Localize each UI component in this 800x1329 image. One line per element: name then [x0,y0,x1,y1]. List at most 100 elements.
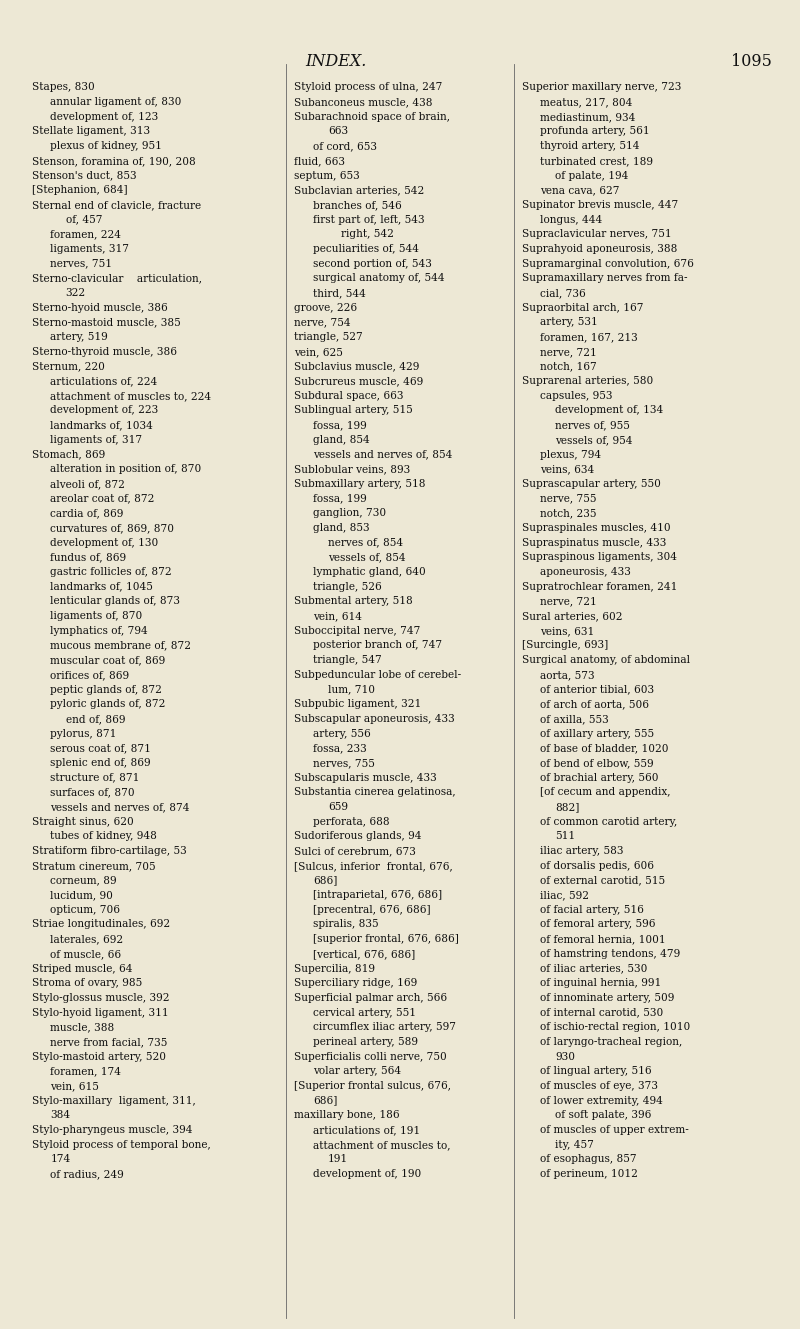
Text: nerves of, 854: nerves of, 854 [328,538,403,548]
Text: Stratiform fibro-cartilage, 53: Stratiform fibro-cartilage, 53 [32,847,186,856]
Text: [superior frontal, 676, 686]: [superior frontal, 676, 686] [313,934,458,944]
Text: nerve, 754: nerve, 754 [294,318,351,327]
Text: ligaments of, 317: ligaments of, 317 [50,435,142,445]
Text: serous coat of, 871: serous coat of, 871 [50,743,151,754]
Text: opticum, 706: opticum, 706 [50,905,121,914]
Text: of arch of aorta, 506: of arch of aorta, 506 [540,699,649,710]
Text: cervical artery, 551: cervical artery, 551 [313,1007,416,1018]
Text: maxillary bone, 186: maxillary bone, 186 [294,1111,400,1120]
Text: of femoral hernia, 1001: of femoral hernia, 1001 [540,934,666,944]
Text: right, 542: right, 542 [341,230,394,239]
Text: pylorus, 871: pylorus, 871 [50,728,117,739]
Text: of radius, 249: of radius, 249 [50,1170,124,1179]
Text: Subscapular aponeurosis, 433: Subscapular aponeurosis, 433 [294,714,455,724]
Text: Supraspinatus muscle, 433: Supraspinatus muscle, 433 [522,538,666,548]
Text: profunda artery, 561: profunda artery, 561 [540,126,650,137]
Text: groove, 226: groove, 226 [294,303,358,312]
Text: vein, 625: vein, 625 [294,347,343,356]
Text: of, 457: of, 457 [66,214,102,225]
Text: Suprascapular artery, 550: Suprascapular artery, 550 [522,478,661,489]
Text: [precentral, 676, 686]: [precentral, 676, 686] [313,905,430,914]
Text: iliac, 592: iliac, 592 [540,890,589,900]
Text: alveoli of, 872: alveoli of, 872 [50,478,126,489]
Text: aponeurosis, 433: aponeurosis, 433 [540,567,631,577]
Text: of internal carotid, 530: of internal carotid, 530 [540,1007,663,1018]
Text: perforata, 688: perforata, 688 [313,817,390,827]
Text: tubes of kidney, 948: tubes of kidney, 948 [50,832,158,841]
Text: nerves of, 955: nerves of, 955 [555,420,630,431]
Text: [intraparietal, 676, 686]: [intraparietal, 676, 686] [313,890,442,900]
Text: Subanconeus muscle, 438: Subanconeus muscle, 438 [294,97,433,108]
Text: of esophagus, 857: of esophagus, 857 [540,1155,637,1164]
Text: artery, 519: artery, 519 [50,332,108,342]
Text: Subscapularis muscle, 433: Subscapularis muscle, 433 [294,772,437,783]
Text: 686]: 686] [313,876,337,885]
Text: of anterior tibial, 603: of anterior tibial, 603 [540,684,654,695]
Text: Sternum, 220: Sternum, 220 [32,361,105,371]
Text: triangle, 526: triangle, 526 [313,582,382,591]
Text: Stylo-mastoid artery, 520: Stylo-mastoid artery, 520 [32,1051,166,1062]
Text: development of, 134: development of, 134 [555,405,663,416]
Text: posterior branch of, 747: posterior branch of, 747 [313,641,442,650]
Text: [Sulcus, inferior  frontal, 676,: [Sulcus, inferior frontal, 676, [294,861,453,870]
Text: peculiarities of, 544: peculiarities of, 544 [313,245,419,254]
Text: Subarachnoid space of brain,: Subarachnoid space of brain, [294,112,450,122]
Text: of lingual artery, 516: of lingual artery, 516 [540,1066,652,1076]
Text: annular ligament of, 830: annular ligament of, 830 [50,97,182,108]
Text: articulations of, 191: articulations of, 191 [313,1126,420,1135]
Text: veins, 634: veins, 634 [540,464,594,474]
Text: ganglion, 730: ganglion, 730 [313,508,386,518]
Text: Subpeduncular lobe of cerebel-: Subpeduncular lobe of cerebel- [294,670,462,680]
Text: Superficial palmar arch, 566: Superficial palmar arch, 566 [294,993,447,1003]
Text: nerves, 751: nerves, 751 [50,259,112,268]
Text: alteration in position of, 870: alteration in position of, 870 [50,464,202,474]
Text: Styloid process of ulna, 247: Styloid process of ulna, 247 [294,82,442,93]
Text: vena cava, 627: vena cava, 627 [540,185,619,195]
Text: vein, 614: vein, 614 [313,611,362,621]
Text: lucidum, 90: lucidum, 90 [50,890,114,900]
Text: Sternal end of clavicle, fracture: Sternal end of clavicle, fracture [32,199,201,210]
Text: lymphatics of, 794: lymphatics of, 794 [50,626,148,635]
Text: ligaments of, 870: ligaments of, 870 [50,611,142,621]
Text: cardia of, 869: cardia of, 869 [50,508,124,518]
Text: Supercilia, 819: Supercilia, 819 [294,964,375,974]
Text: 659: 659 [328,801,348,812]
Text: of innominate artery, 509: of innominate artery, 509 [540,993,674,1003]
Text: attachment of muscles to, 224: attachment of muscles to, 224 [50,391,211,401]
Text: perineal artery, 589: perineal artery, 589 [313,1037,418,1047]
Text: Stapes, 830: Stapes, 830 [32,82,94,93]
Text: plexus of kidney, 951: plexus of kidney, 951 [50,141,162,152]
Text: volar artery, 564: volar artery, 564 [313,1066,401,1076]
Text: Substantia cinerea gelatinosa,: Substantia cinerea gelatinosa, [294,787,456,797]
Text: 174: 174 [50,1155,70,1164]
Text: structure of, 871: structure of, 871 [50,772,140,783]
Text: of palate, 194: of palate, 194 [555,170,629,181]
Text: articulations of, 224: articulations of, 224 [50,376,158,387]
Text: 511: 511 [555,832,575,841]
Text: Sterno-mastoid muscle, 385: Sterno-mastoid muscle, 385 [32,318,181,327]
Text: Stylo-hyoid ligament, 311: Stylo-hyoid ligament, 311 [32,1007,169,1018]
Text: foramen, 174: foramen, 174 [50,1066,122,1076]
Text: Supraclavicular nerves, 751: Supraclavicular nerves, 751 [522,230,671,239]
Text: Superficialis colli nerve, 750: Superficialis colli nerve, 750 [294,1051,447,1062]
Text: of muscles of eye, 373: of muscles of eye, 373 [540,1080,658,1091]
Text: fluid, 663: fluid, 663 [294,155,346,166]
Text: meatus, 217, 804: meatus, 217, 804 [540,97,632,108]
Text: nerve, 755: nerve, 755 [540,493,597,504]
Text: gland, 853: gland, 853 [313,524,370,533]
Text: notch, 235: notch, 235 [540,508,597,518]
Text: Stenson's duct, 853: Stenson's duct, 853 [32,170,137,181]
Text: landmarks of, 1045: landmarks of, 1045 [50,582,154,591]
Text: of dorsalis pedis, 606: of dorsalis pedis, 606 [540,861,654,870]
Text: development of, 130: development of, 130 [50,538,158,548]
Text: [vertical, 676, 686]: [vertical, 676, 686] [313,949,415,958]
Text: laterales, 692: laterales, 692 [50,934,123,944]
Text: Sublobular veins, 893: Sublobular veins, 893 [294,464,410,474]
Text: Supraspinous ligaments, 304: Supraspinous ligaments, 304 [522,553,677,562]
Text: lum, 710: lum, 710 [328,684,375,695]
Text: septum, 653: septum, 653 [294,170,360,181]
Text: Subpubic ligament, 321: Subpubic ligament, 321 [294,699,422,710]
Text: muscle, 388: muscle, 388 [50,1022,114,1033]
Text: artery, 531: artery, 531 [540,318,598,327]
Text: 384: 384 [50,1111,70,1120]
